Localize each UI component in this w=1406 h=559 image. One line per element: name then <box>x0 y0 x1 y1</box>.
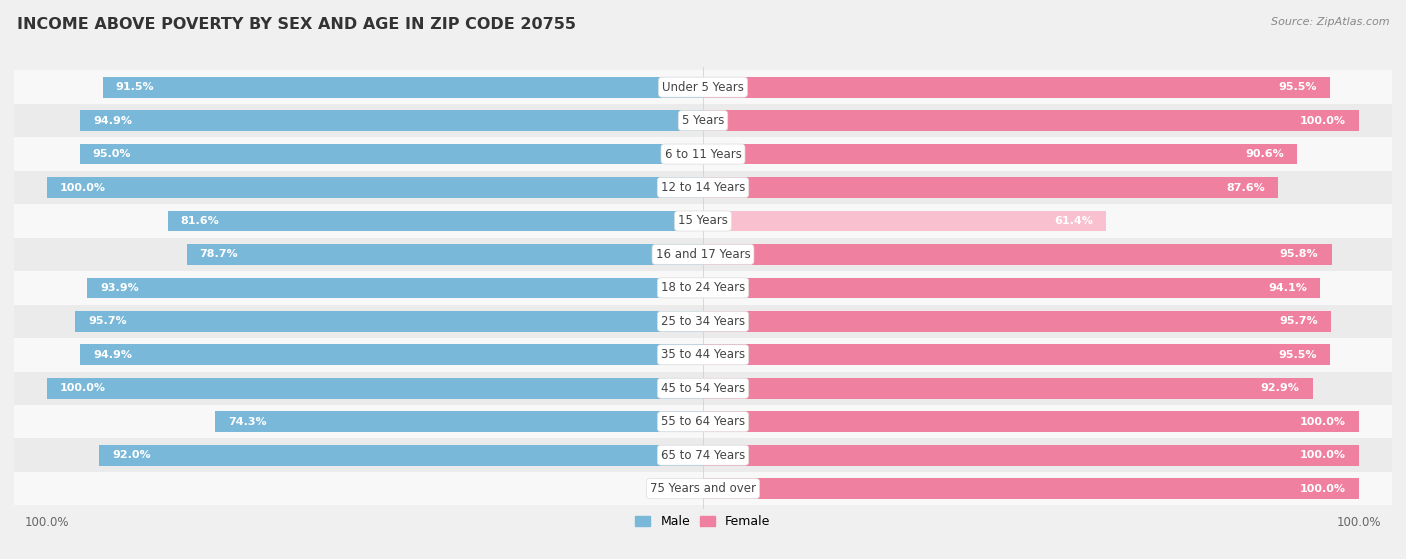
Text: 91.5%: 91.5% <box>115 82 155 92</box>
Bar <box>14 271 1392 305</box>
Text: 81.6%: 81.6% <box>181 216 219 226</box>
Text: 15 Years: 15 Years <box>678 215 728 228</box>
Bar <box>703 177 1278 198</box>
Bar <box>14 204 1392 238</box>
Text: 95.7%: 95.7% <box>89 316 127 326</box>
Text: 6 to 11 Years: 6 to 11 Years <box>665 148 741 160</box>
Text: 5 Years: 5 Years <box>682 114 724 127</box>
Bar <box>215 411 703 432</box>
Text: 65 to 74 Years: 65 to 74 Years <box>661 449 745 462</box>
Bar <box>14 238 1392 271</box>
Text: 25 to 34 Years: 25 to 34 Years <box>661 315 745 328</box>
Text: Under 5 Years: Under 5 Years <box>662 80 744 94</box>
Text: 18 to 24 Years: 18 to 24 Years <box>661 281 745 295</box>
Text: 95.5%: 95.5% <box>1278 350 1316 360</box>
Bar <box>703 211 1107 231</box>
Legend: Male, Female: Male, Female <box>630 510 776 533</box>
Bar <box>703 244 1331 265</box>
Bar <box>14 472 1392 505</box>
Text: 92.0%: 92.0% <box>112 450 150 460</box>
Bar <box>703 277 1320 299</box>
Text: 45 to 54 Years: 45 to 54 Years <box>661 382 745 395</box>
Text: 100.0%: 100.0% <box>1301 450 1346 460</box>
Bar <box>703 311 1331 331</box>
Bar <box>703 144 1298 164</box>
Text: 16 and 17 Years: 16 and 17 Years <box>655 248 751 261</box>
Text: 94.9%: 94.9% <box>93 116 132 126</box>
Bar <box>703 77 1330 97</box>
Text: 90.6%: 90.6% <box>1246 149 1284 159</box>
Bar <box>46 378 703 399</box>
Bar <box>75 311 703 331</box>
Text: 35 to 44 Years: 35 to 44 Years <box>661 348 745 361</box>
Text: 75 Years and over: 75 Years and over <box>650 482 756 495</box>
Bar <box>80 110 703 131</box>
Text: 55 to 64 Years: 55 to 64 Years <box>661 415 745 428</box>
Bar <box>14 104 1392 138</box>
Bar <box>14 70 1392 104</box>
Bar <box>167 211 703 231</box>
Bar <box>80 144 703 164</box>
Text: 95.5%: 95.5% <box>1278 82 1316 92</box>
Text: 61.4%: 61.4% <box>1054 216 1092 226</box>
Bar <box>100 445 703 466</box>
Text: 100.0%: 100.0% <box>60 383 105 393</box>
Bar <box>14 305 1392 338</box>
Text: 95.8%: 95.8% <box>1279 249 1319 259</box>
Text: 87.6%: 87.6% <box>1226 183 1264 192</box>
Text: 100.0%: 100.0% <box>60 183 105 192</box>
Bar <box>703 479 1360 499</box>
Bar <box>14 372 1392 405</box>
Bar <box>80 344 703 365</box>
Text: 94.1%: 94.1% <box>1268 283 1308 293</box>
Bar <box>703 445 1360 466</box>
Text: 0.0%: 0.0% <box>662 484 693 494</box>
Bar <box>703 110 1360 131</box>
Bar <box>14 405 1392 438</box>
Bar <box>703 411 1360 432</box>
Text: 74.3%: 74.3% <box>229 416 267 427</box>
Text: Source: ZipAtlas.com: Source: ZipAtlas.com <box>1271 17 1389 27</box>
Text: 100.0%: 100.0% <box>1301 484 1346 494</box>
Bar <box>14 338 1392 372</box>
Bar <box>87 277 703 299</box>
Bar <box>14 138 1392 171</box>
Text: 12 to 14 Years: 12 to 14 Years <box>661 181 745 194</box>
Bar <box>187 244 703 265</box>
Text: 95.7%: 95.7% <box>1279 316 1317 326</box>
Text: 100.0%: 100.0% <box>1301 116 1346 126</box>
Text: INCOME ABOVE POVERTY BY SEX AND AGE IN ZIP CODE 20755: INCOME ABOVE POVERTY BY SEX AND AGE IN Z… <box>17 17 576 32</box>
Bar <box>14 171 1392 204</box>
Text: 93.9%: 93.9% <box>100 283 139 293</box>
Bar <box>103 77 703 97</box>
Text: 92.9%: 92.9% <box>1261 383 1299 393</box>
Bar <box>703 378 1313 399</box>
Text: 78.7%: 78.7% <box>200 249 239 259</box>
Text: 94.9%: 94.9% <box>93 350 132 360</box>
Bar <box>703 344 1330 365</box>
Text: 95.0%: 95.0% <box>93 149 131 159</box>
Bar <box>46 177 703 198</box>
Bar <box>14 438 1392 472</box>
Text: 100.0%: 100.0% <box>1301 416 1346 427</box>
